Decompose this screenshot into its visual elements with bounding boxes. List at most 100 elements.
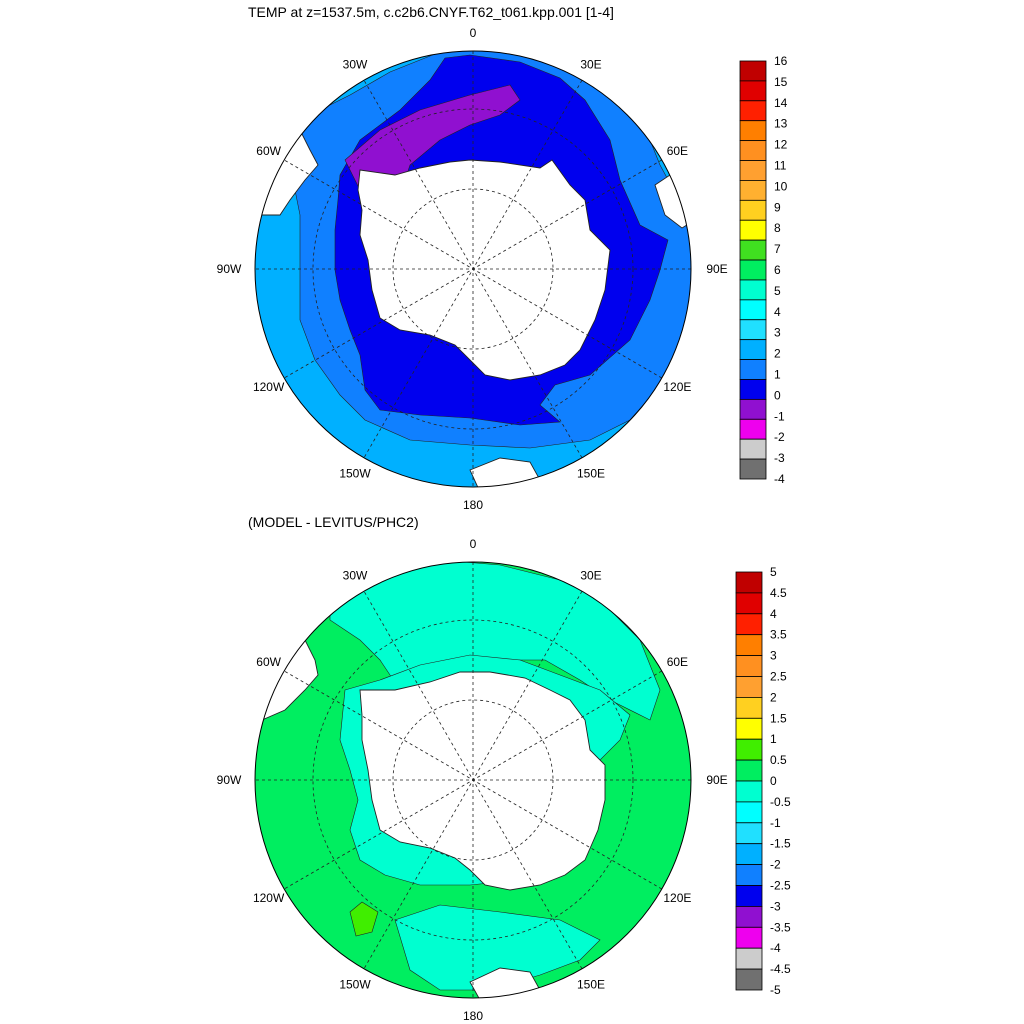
colorbar-label: -3 (774, 451, 785, 465)
colorbar-swatch (735, 592, 763, 615)
top-lat-circle-outer (312, 108, 634, 430)
colorbar-swatch (735, 717, 763, 740)
colorbar-swatch (735, 843, 763, 866)
colorbar-label: -5 (770, 983, 781, 997)
colorbar-label: 7 (774, 242, 781, 256)
colorbar-swatch (735, 968, 763, 991)
colorbar-label: -4 (774, 472, 785, 486)
colorbar-label: 9 (774, 200, 781, 214)
colorbar-label: 3 (770, 649, 777, 663)
colorbar-label: -3 (770, 899, 781, 913)
colorbar-swatch (735, 759, 763, 782)
colorbar-swatch (735, 634, 763, 657)
longitude-label-150e: 150E (577, 977, 605, 991)
colorbar-swatch (735, 697, 763, 719)
colorbar-swatch (735, 801, 763, 824)
colorbar-swatch (739, 239, 767, 261)
colorbar-label: 5 (774, 284, 781, 298)
colorbar-label: 3 (774, 326, 781, 340)
colorbar-swatch (735, 947, 763, 970)
colorbar-swatch (735, 926, 763, 949)
colorbar-label: -1 (774, 409, 785, 423)
colorbar-label: 3.5 (770, 628, 787, 642)
longitude-label-150e: 150E (577, 466, 605, 480)
colorbar-swatch (735, 822, 763, 845)
colorbar-swatch (739, 259, 767, 281)
bottom-colorbar: 5 4.5 4 3.5 3 2.5 2 1.5 1 0.5 0 -0.5 -1 -1.5 -2 -2.5 -3 -… (735, 565, 791, 997)
colorbar-label: 12 (774, 138, 788, 152)
colorbar-swatch (735, 571, 763, 594)
longitude-label-30w: 30W (343, 569, 368, 583)
longitude-label-120w: 120W (253, 891, 285, 905)
colorbar-label: -4 (770, 941, 781, 955)
colorbar-swatch (739, 160, 767, 181)
colorbar-label: -2 (774, 430, 785, 444)
colorbar-label: 0 (774, 388, 781, 402)
colorbar-swatch (739, 379, 767, 400)
longitude-label-30e: 30E (580, 569, 601, 583)
meridian-line (363, 80, 583, 458)
colorbar-swatch (739, 418, 767, 440)
colorbar-swatch (739, 339, 767, 360)
colorbar-swatch (739, 60, 767, 82)
colorbar-label: 2 (774, 347, 781, 361)
colorbar-label: 4 (770, 607, 777, 621)
colorbar-label: 10 (774, 179, 788, 193)
colorbar-swatch (739, 180, 767, 201)
colorbar-label: -4.5 (770, 962, 791, 976)
colorbar-swatch (735, 655, 763, 677)
longitude-label-150w: 150W (339, 977, 371, 991)
colorbar-label: 1 (770, 732, 777, 746)
colorbar-swatch (735, 885, 763, 907)
colorbar-label: -1 (770, 816, 781, 830)
longitude-label-0: 0 (470, 537, 477, 551)
colorbar-label: -1.5 (770, 837, 791, 851)
bottom-antarctica (359, 671, 606, 891)
top-antarctica (357, 159, 611, 381)
meridian-line (363, 591, 583, 969)
bottom-lime-patch (349, 901, 379, 937)
colorbar-swatch (739, 398, 767, 420)
colorbar-swatch (739, 359, 767, 380)
colorbar-label: 0 (770, 774, 777, 788)
colorbar-label: 1.5 (770, 711, 787, 725)
colorbar-label: 4.5 (770, 586, 787, 600)
colorbar-swatch (739, 458, 767, 480)
longitude-label-120e: 120E (663, 891, 691, 905)
bottom-meridians (255, 562, 691, 998)
colorbar-swatch (739, 219, 767, 241)
bottom-cyan-south (394, 904, 601, 991)
colorbar-label: 15 (774, 75, 788, 89)
colorbar-swatch (735, 864, 763, 886)
colorbar-label: 0.5 (770, 753, 787, 767)
longitude-label-30w: 30W (343, 58, 368, 72)
bottom-longitude-labels: 0 30E 60E 90E 120E 150E 180 150W 120W 90W 60W 30W (217, 537, 728, 1023)
bottom-polar-map: 0 30E 60E 90E 120E 150E 180 150W 120W 90W 60W 30W 5… (217, 537, 791, 1023)
colorbar-label: -2.5 (770, 879, 791, 893)
top-longitude-labels: 0 30E 60E 90E 120E 150E 180 150W 120W 90W 60W 30W (217, 26, 728, 512)
colorbar-swatch (739, 120, 767, 142)
longitude-label-90e: 90E (706, 262, 727, 276)
longitude-label-60w: 60W (256, 144, 281, 158)
colorbar-label: 6 (774, 263, 781, 277)
longitude-label-30e: 30E (580, 58, 601, 72)
longitude-label-0: 0 (470, 26, 477, 40)
colorbar-label: -0.5 (770, 795, 791, 809)
colorbar-swatch (735, 738, 763, 761)
colorbar-swatch (739, 80, 767, 102)
longitude-label-60e: 60E (667, 655, 688, 669)
colorbar-label: 11 (774, 159, 787, 173)
colorbar-swatch (735, 906, 763, 928)
bottom-lat-circle-outer (312, 619, 634, 941)
longitude-label-90w: 90W (217, 262, 242, 276)
colorbar-label: 13 (774, 117, 788, 131)
colorbar-label: 1 (774, 368, 781, 382)
longitude-label-150w: 150W (339, 466, 371, 480)
colorbar-label: 8 (774, 221, 781, 235)
colorbar-swatch (739, 438, 767, 460)
top-panel-title: TEMP at z=1537.5m, c.c2b6.CNYF.T62_t061.… (248, 4, 614, 20)
colorbar-swatch (739, 299, 767, 321)
bottom-map-border (254, 561, 692, 999)
colorbar-swatch (739, 199, 767, 221)
